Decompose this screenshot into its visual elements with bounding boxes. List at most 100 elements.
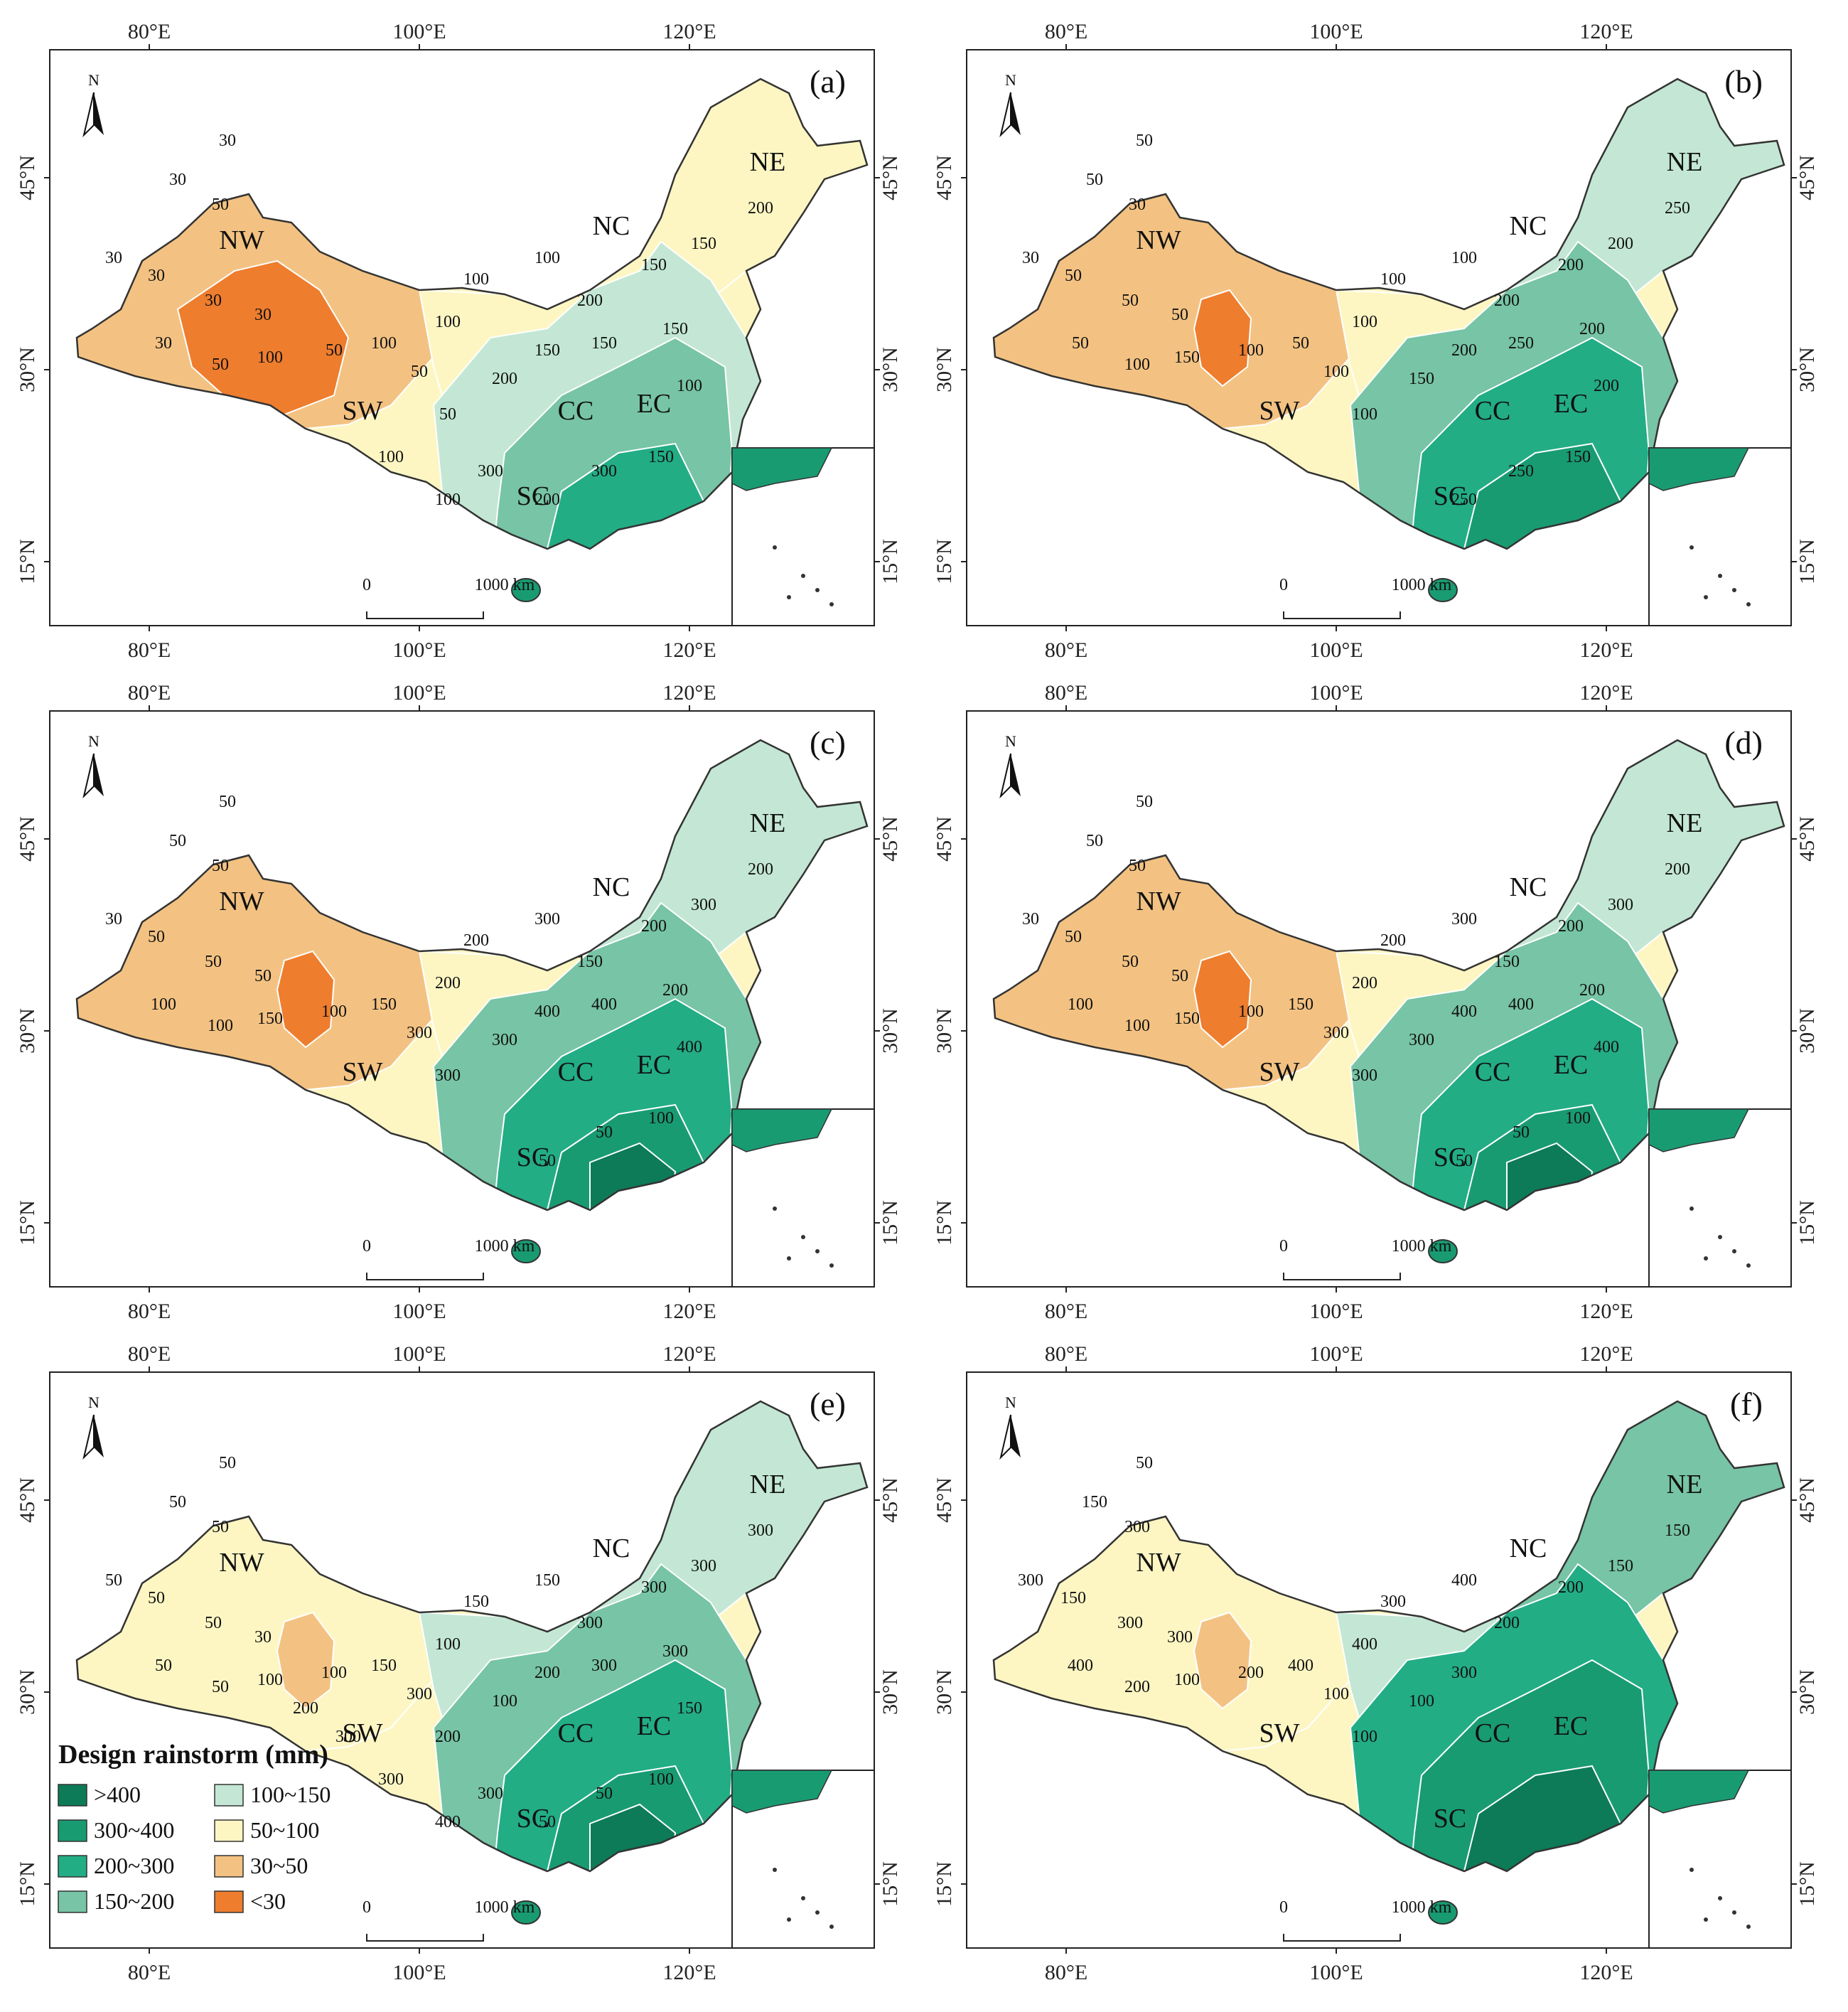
contour-label: 150 xyxy=(534,341,560,360)
contour-label: 30 xyxy=(169,171,186,189)
contour-label: 300 xyxy=(478,462,503,481)
region-label-sc: SC xyxy=(1434,481,1466,511)
contour-label: 150 xyxy=(1288,995,1314,1014)
map-panel-e: 80°E 80°E 100°E 100°E 120°E 120°E 45°N 45°N 30°N… xyxy=(16,1342,902,1984)
contour-label: 100 xyxy=(257,348,283,367)
contour-label: 300 xyxy=(407,1024,432,1042)
inset-island xyxy=(1704,1917,1708,1922)
contour-label: 200 xyxy=(463,931,489,950)
region-label-ec: EC xyxy=(1554,1711,1589,1741)
lat-tick-left: 45°N xyxy=(933,816,956,862)
lat-tick-right: 15°N xyxy=(1795,1861,1819,1907)
inset-island xyxy=(1746,1263,1751,1268)
lon-tick-top: 120°E xyxy=(1579,20,1633,43)
contour-label: 30 xyxy=(254,306,272,324)
inset-coast xyxy=(1648,447,1750,491)
rainfall-zone xyxy=(1193,289,1252,387)
contour-label: 30 xyxy=(1022,249,1039,267)
north-arrow-icon: N xyxy=(82,1393,104,1460)
contour-label: 50 xyxy=(596,1784,613,1803)
contour-label: 100 xyxy=(1565,1109,1591,1128)
lon-tick-bottom: 120°E xyxy=(1579,1300,1633,1323)
lat-tick-right: 45°N xyxy=(1795,155,1819,200)
legend-swatch xyxy=(214,1855,244,1878)
lon-tick-bottom: 100°E xyxy=(392,1300,446,1323)
lat-tick-right: 30°N xyxy=(879,347,902,392)
contour-label: 100 xyxy=(435,491,461,509)
north-label: N xyxy=(88,71,100,89)
legend-swatch xyxy=(214,1819,244,1842)
contour-label: 200 xyxy=(1579,320,1605,338)
north-arrow-icon: N xyxy=(999,732,1021,799)
contour-label: 200 xyxy=(534,1664,560,1682)
china-boundary xyxy=(992,1400,1785,1873)
region-label-nw: NW xyxy=(1136,887,1181,916)
region-label-sc: SC xyxy=(1434,1804,1466,1834)
inset-island xyxy=(1704,595,1708,599)
lat-tick-left: 15°N xyxy=(16,1200,39,1246)
lat-tick-right: 30°N xyxy=(1795,1669,1819,1715)
lat-tick-left: 30°N xyxy=(933,1008,956,1054)
lon-tick-bottom: 120°E xyxy=(662,1300,716,1323)
inset-island xyxy=(787,1917,791,1922)
contour-label: 200 xyxy=(1558,917,1584,936)
contour-label: 300 xyxy=(1451,1664,1477,1682)
region-label-nc: NC xyxy=(593,211,630,241)
contour-label: 400 xyxy=(1288,1657,1314,1675)
scale-end: 1000 km xyxy=(475,1898,535,1917)
contour-label: 30 xyxy=(1129,196,1146,214)
lon-tick-bottom: 80°E xyxy=(128,1961,171,1984)
contour-label: 200 xyxy=(293,1699,318,1718)
inset-island xyxy=(1732,588,1736,592)
lat-tick-right: 45°N xyxy=(879,155,902,200)
contour-label: 30 xyxy=(105,910,122,929)
contour-label: 50 xyxy=(205,953,222,971)
inset-island xyxy=(773,1868,777,1872)
lat-tick-right: 30°N xyxy=(1795,1008,1819,1054)
lon-tick-bottom: 100°E xyxy=(1309,1300,1363,1323)
region-label-cc: CC xyxy=(558,396,594,426)
lon-tick-top: 80°E xyxy=(128,681,171,705)
contour-label: 100 xyxy=(1323,1685,1349,1703)
region-label-ec: EC xyxy=(637,1711,672,1741)
lon-tick-top: 100°E xyxy=(392,20,446,43)
legend-item-label: 200~300 xyxy=(94,1853,174,1878)
scale-end: 1000 km xyxy=(1392,576,1452,594)
contour-label: 150 xyxy=(371,1657,397,1675)
contour-label: 100 xyxy=(371,334,397,353)
legend-item-label: >400 xyxy=(94,1782,141,1807)
lon-tick-top: 80°E xyxy=(128,20,171,43)
contour-label: 400 xyxy=(1068,1657,1093,1675)
rainfall-zone xyxy=(276,950,335,1049)
inset-island xyxy=(1718,1235,1722,1239)
contour-label: 300 xyxy=(577,1614,603,1632)
inset-island xyxy=(1732,1249,1736,1253)
contour-label: 300 xyxy=(641,1578,667,1597)
inset-island xyxy=(773,1206,777,1211)
north-arrow-icon: N xyxy=(82,71,104,138)
contour-label: 150 xyxy=(591,334,617,353)
lat-tick-right: 30°N xyxy=(879,1669,902,1715)
lon-tick-bottom: 80°E xyxy=(1045,1961,1087,1984)
legend: Design rainstorm (mm) >400 300~400 200~300 1… xyxy=(58,1740,331,1914)
hainan-island xyxy=(1428,578,1458,602)
hainan-island xyxy=(511,1239,541,1263)
contour-label: 400 xyxy=(1352,1635,1377,1654)
contour-label: 150 xyxy=(371,995,397,1014)
china-boundary xyxy=(75,77,869,550)
contour-label: 100 xyxy=(1068,995,1093,1014)
lon-tick-top: 100°E xyxy=(1309,681,1363,705)
scale-start: 0 xyxy=(1279,1237,1288,1256)
contour-label: 300 xyxy=(591,462,617,481)
scale-bar: 0 1000 km xyxy=(362,1898,535,1942)
contour-label: 50 xyxy=(1513,1123,1530,1142)
map-panel-d: 80°E 80°E 100°E 100°E 120°E 120°E 45°N 45°N 30°N… xyxy=(933,681,1819,1323)
region-label-nc: NC xyxy=(1510,211,1547,241)
contour-label: 200 xyxy=(1594,377,1619,395)
rainfall-zone xyxy=(1193,1611,1252,1710)
lat-tick-left: 15°N xyxy=(16,539,39,584)
legend-item-label: 30~50 xyxy=(250,1853,308,1878)
inset-island xyxy=(829,1263,834,1268)
contour-label: 30 xyxy=(219,132,236,150)
